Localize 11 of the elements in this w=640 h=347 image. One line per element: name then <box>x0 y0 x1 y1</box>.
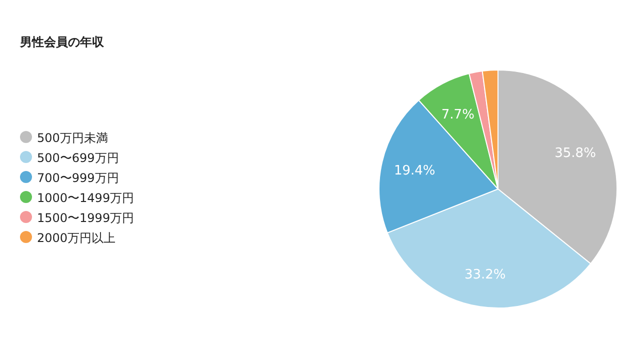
data-label: 33.2% <box>464 268 506 283</box>
chart-title: 男性会員の年収 <box>19 35 105 49</box>
data-label: 35.8% <box>554 146 596 162</box>
legend-label: 1500〜1999万円 <box>37 211 134 225</box>
legend-label: 500万円未満 <box>37 131 108 145</box>
data-label: 7.7% <box>441 107 474 122</box>
legend-label: 500〜699万円 <box>37 151 119 165</box>
legend-label: 700〜999万円 <box>37 171 119 185</box>
legend-label: 2000万円以上 <box>37 231 116 245</box>
legend-label: 1000〜1499万円 <box>37 191 134 205</box>
data-label: 19.4% <box>394 163 436 178</box>
